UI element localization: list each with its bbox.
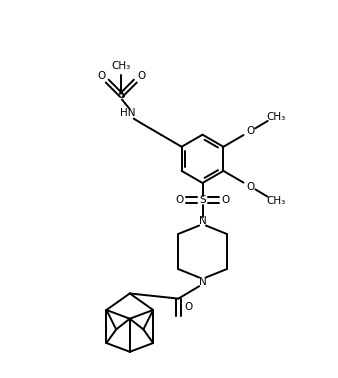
Text: CH₃: CH₃ <box>112 61 131 71</box>
Text: CH₃: CH₃ <box>267 112 286 122</box>
Text: S: S <box>199 195 206 205</box>
Text: N: N <box>199 216 207 226</box>
Text: O: O <box>246 126 255 136</box>
Text: O: O <box>97 71 105 81</box>
Text: CH₃: CH₃ <box>267 196 286 206</box>
Text: HN: HN <box>120 108 136 118</box>
Text: S: S <box>118 90 125 100</box>
Text: O: O <box>246 182 255 192</box>
Text: O: O <box>137 71 146 81</box>
Text: N: N <box>199 277 207 287</box>
Text: O: O <box>221 195 230 205</box>
Text: O: O <box>176 195 184 205</box>
Text: O: O <box>184 302 193 312</box>
